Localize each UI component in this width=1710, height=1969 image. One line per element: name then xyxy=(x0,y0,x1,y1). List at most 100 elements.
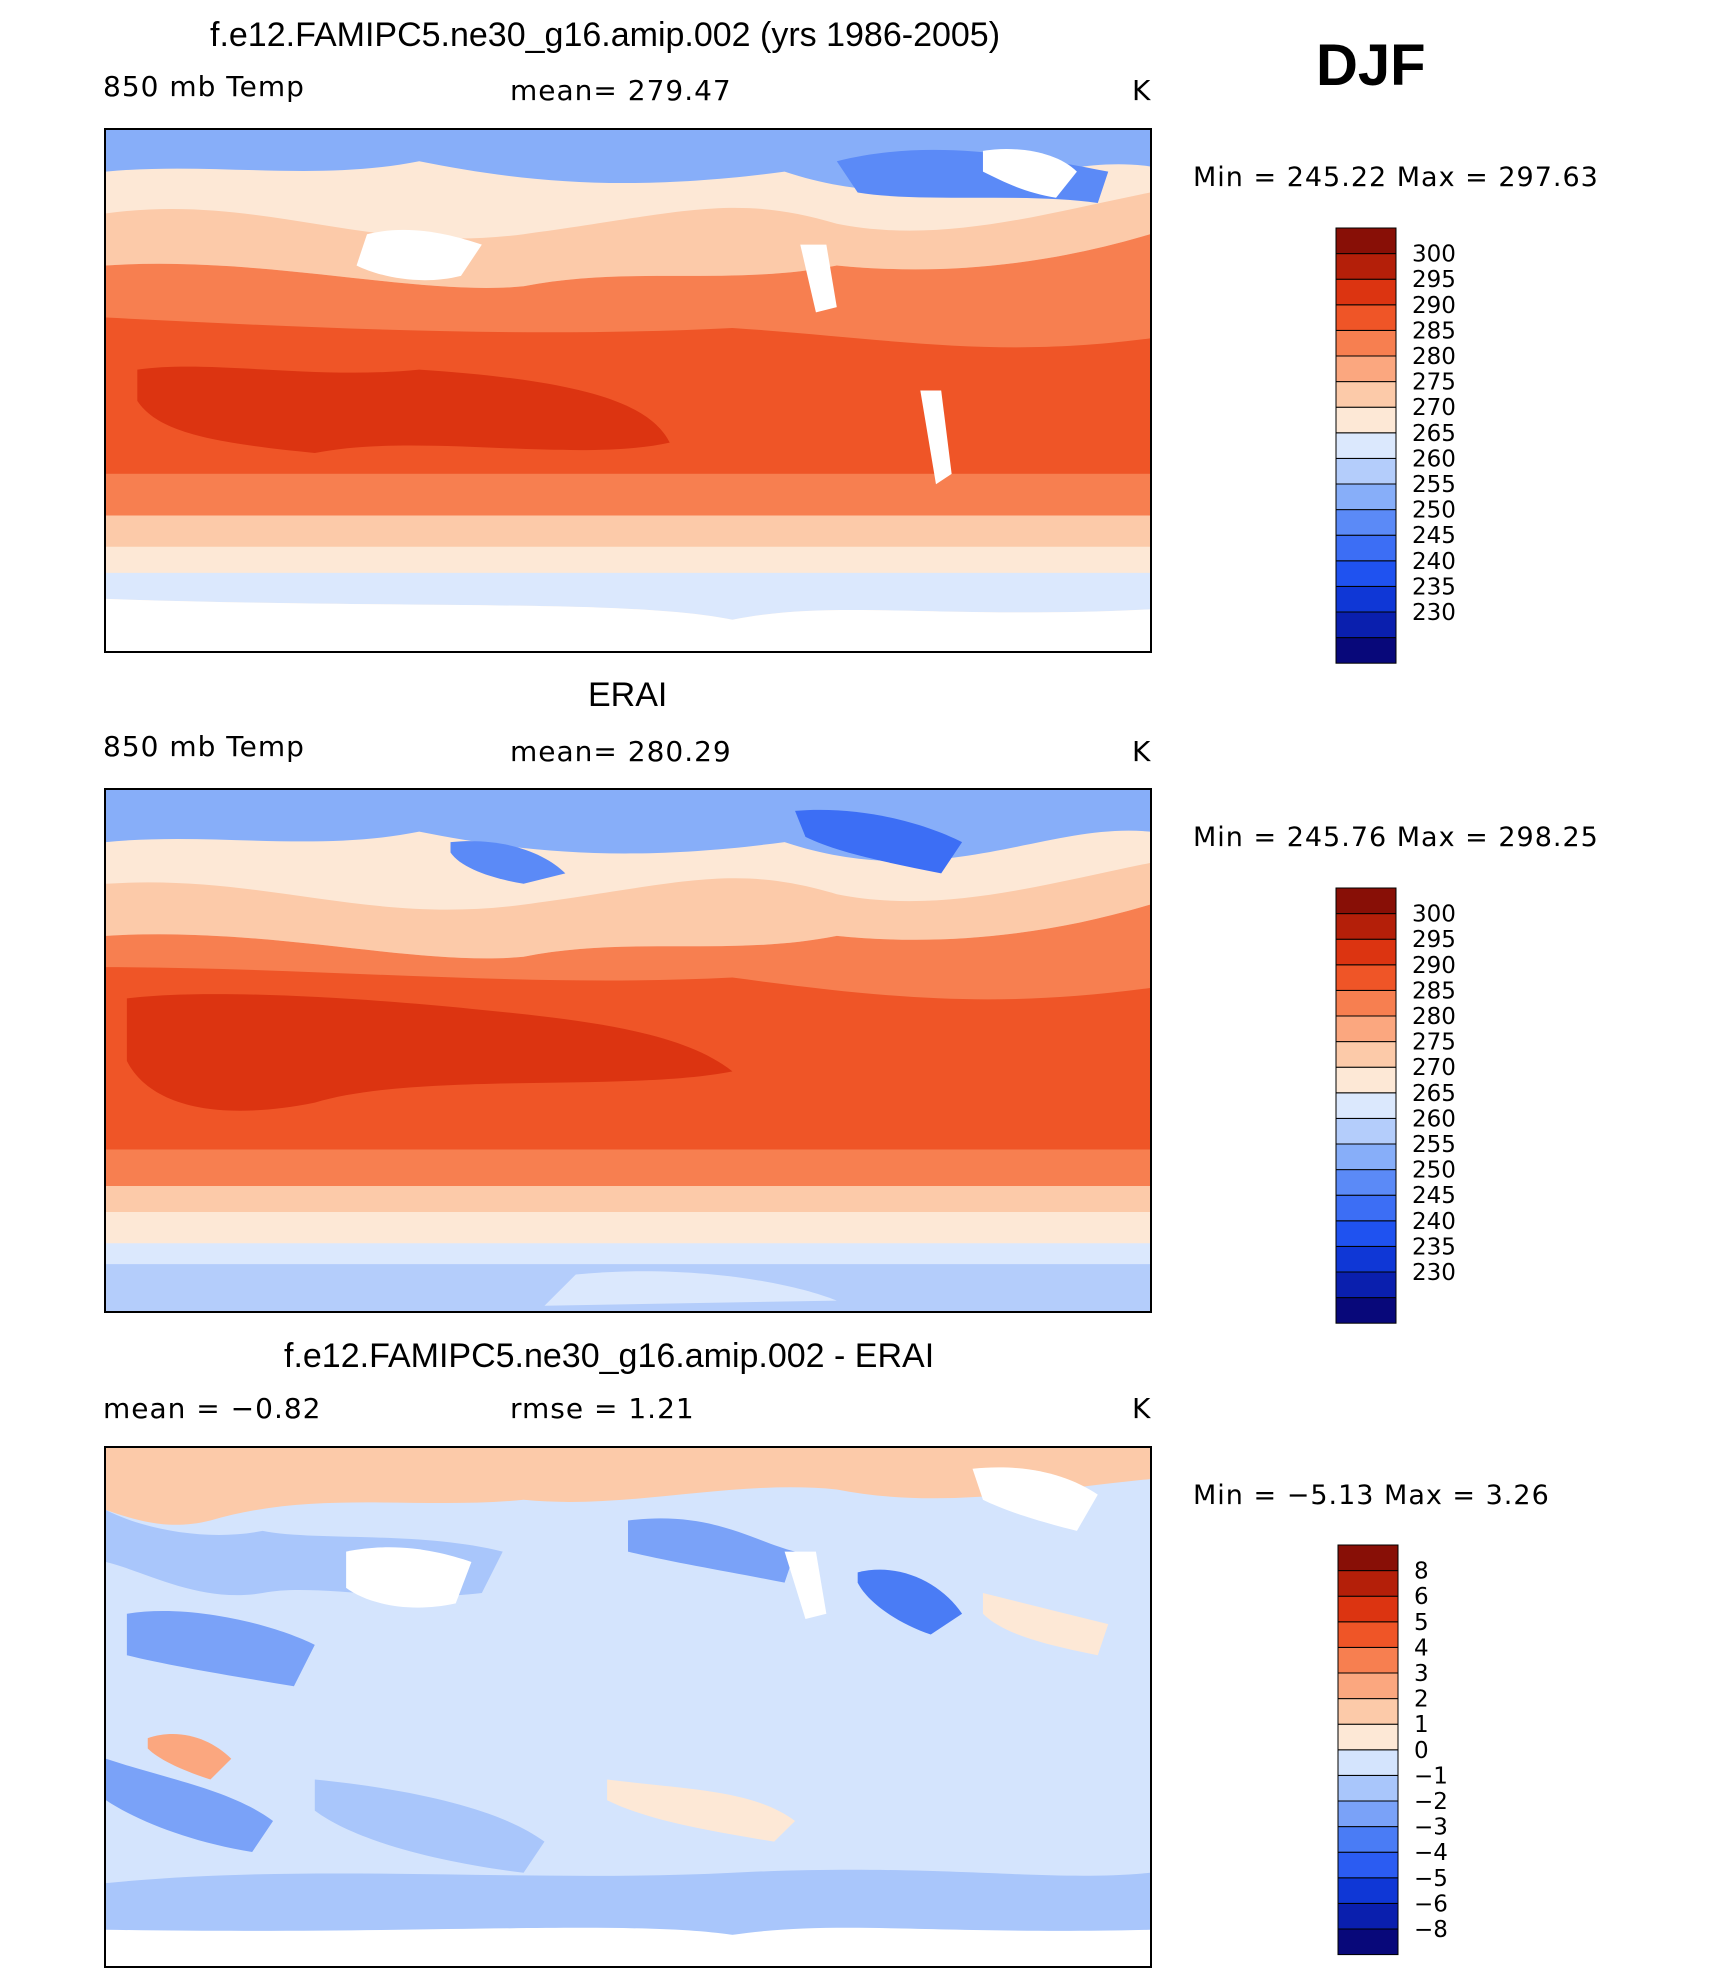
panel-1-colorbar: 300 295 290 285 280 275 270 265 260 255 250 245 240 2… xyxy=(1335,227,1536,664)
colorbar-2-box-2 xyxy=(1335,1245,1397,1273)
panel-3-map-field xyxy=(106,1448,1150,1966)
panel-3-minmax: Min = −5.13 Max = 3.26 xyxy=(1193,1480,1550,1511)
colorbar-1-label-3: 285 xyxy=(1412,318,1456,344)
panel-3-mean-label: mean = −0.82 xyxy=(103,1392,322,1425)
panel-1-mean-label: mean= 279.47 xyxy=(510,74,732,107)
colorbar-1-label-6: 270 xyxy=(1412,395,1456,421)
colorbar-1-label-0: 300 xyxy=(1412,242,1456,268)
panel-2-map xyxy=(104,788,1152,1313)
panel-3-colorbar: 8 6 5 4 3 2 1 0 −1 −2 −3 −4 −5 −6 −8 xyxy=(1337,1544,1538,1965)
colorbar-1-label-9: 255 xyxy=(1412,472,1456,498)
colorbar-3-label-11: −4 xyxy=(1414,1840,1448,1866)
colorbar-2-box-1 xyxy=(1335,1271,1397,1299)
colorbar-2-label-12: 240 xyxy=(1412,1209,1456,1235)
panel-2-minmax: Min = 245.76 Max = 298.25 xyxy=(1193,822,1599,853)
colorbar-1-label-14: 230 xyxy=(1412,600,1456,626)
colorbar-3-box-12 xyxy=(1337,1621,1399,1648)
panel-2-variable-label: 850 mb Temp xyxy=(103,730,305,763)
colorbar-3-box-9 xyxy=(1337,1698,1399,1725)
panel-1-title: f.e12.FAMIPC5.ne30_g16.amip.002 (yrs 198… xyxy=(210,16,1001,54)
colorbar-1-label-1: 295 xyxy=(1412,267,1456,293)
colorbar-3-box-2 xyxy=(1337,1877,1399,1904)
colorbar-3-label-7: 0 xyxy=(1414,1738,1429,1764)
colorbar-1-box-14 xyxy=(1335,278,1397,306)
colorbar-2-label-9: 255 xyxy=(1412,1132,1456,1158)
colorbar-2-box-15 xyxy=(1335,913,1397,940)
colorbar-3-label-14: −8 xyxy=(1414,1917,1448,1943)
colorbar-2-label-13: 235 xyxy=(1412,1234,1456,1260)
colorbar-2-label-0: 300 xyxy=(1412,902,1456,928)
colorbar-3-label-3: 4 xyxy=(1414,1635,1429,1661)
colorbar-1-box-1 xyxy=(1335,611,1397,639)
colorbar-1-box-3 xyxy=(1335,560,1397,587)
colorbar-2-box-6 xyxy=(1335,1143,1397,1171)
colorbar-3-box-0 xyxy=(1337,1928,1399,1956)
colorbar-2-box-9 xyxy=(1335,1066,1397,1094)
panel-2-title: ERAI xyxy=(588,676,668,714)
colorbar-2-box-11 xyxy=(1335,1015,1397,1043)
panel-3-map xyxy=(104,1446,1152,1968)
colorbar-1-label-8: 260 xyxy=(1412,446,1456,472)
colorbar-2-label-7: 265 xyxy=(1412,1081,1456,1107)
colorbar-3-box-5 xyxy=(1337,1800,1399,1828)
colorbar-2-label-10: 250 xyxy=(1412,1158,1456,1184)
colorbar-2-box-14 xyxy=(1335,938,1397,966)
colorbar-1-box-9 xyxy=(1335,406,1397,434)
colorbar-1-box-4 xyxy=(1335,534,1397,562)
panel-2-units-label: K xyxy=(1132,735,1152,768)
colorbar-1-box-10 xyxy=(1335,381,1397,408)
colorbar-3-label-0: 8 xyxy=(1414,1559,1429,1585)
colorbar-3-label-2: 5 xyxy=(1414,1610,1429,1636)
colorbar-3-label-6: 1 xyxy=(1414,1712,1429,1738)
colorbar-3-box-13 xyxy=(1337,1595,1399,1623)
colorbar-3-box-7 xyxy=(1337,1749,1399,1776)
panel-1-minmax: Min = 245.22 Max = 297.63 xyxy=(1193,162,1599,193)
panel-2-colorbar: 300 295 290 285 280 275 270 265 260 255 250 245 240 2… xyxy=(1335,887,1536,1324)
colorbar-1-label-12: 240 xyxy=(1412,549,1456,575)
colorbar-2-box-10 xyxy=(1335,1041,1397,1068)
colorbar-3-box-14 xyxy=(1337,1570,1399,1597)
panel-2-colorbar-graphic: 3002952902852802752702652602552502452402… xyxy=(1335,887,1456,1324)
colorbar-3-box-6 xyxy=(1337,1774,1399,1802)
colorbar-2-label-11: 245 xyxy=(1412,1183,1456,1209)
colorbar-1-box-13 xyxy=(1335,304,1397,331)
colorbar-3-label-4: 3 xyxy=(1414,1661,1429,1687)
colorbar-3-label-1: 6 xyxy=(1414,1584,1429,1610)
colorbar-2-label-8: 260 xyxy=(1412,1106,1456,1132)
season-label: DJF xyxy=(1316,33,1426,98)
colorbar-2-label-6: 270 xyxy=(1412,1055,1456,1081)
colorbar-3-label-13: −6 xyxy=(1414,1891,1448,1917)
panel-1-map-field xyxy=(106,130,1150,651)
colorbar-1-box-7 xyxy=(1335,457,1397,485)
colorbar-2-label-2: 290 xyxy=(1412,953,1456,979)
colorbar-3-box-11 xyxy=(1337,1646,1399,1674)
panel-2-map-field xyxy=(106,790,1150,1311)
colorbar-1-box-5 xyxy=(1335,509,1397,536)
colorbar-1-box-15 xyxy=(1335,253,1397,280)
panel-3-units-label: K xyxy=(1132,1392,1152,1425)
panel-1-colorbar-graphic: 3002952902852802752702652602552502452402… xyxy=(1335,227,1456,664)
colorbar-3-box-15 xyxy=(1337,1544,1399,1572)
colorbar-1-box-2 xyxy=(1335,585,1397,613)
colorbar-3-box-3 xyxy=(1337,1851,1399,1879)
colorbar-3-label-8: −1 xyxy=(1414,1763,1448,1789)
colorbar-2-label-1: 295 xyxy=(1412,927,1456,953)
colorbar-1-box-11 xyxy=(1335,355,1397,383)
colorbar-1-label-10: 250 xyxy=(1412,498,1456,524)
colorbar-2-box-12 xyxy=(1335,989,1397,1017)
colorbar-1-label-5: 275 xyxy=(1412,370,1456,396)
colorbar-2-label-4: 280 xyxy=(1412,1004,1456,1030)
colorbar-3-box-1 xyxy=(1337,1902,1399,1930)
panel-1-variable-label: 850 mb Temp xyxy=(103,70,305,103)
colorbar-2-label-3: 285 xyxy=(1412,978,1456,1004)
colorbar-2-box-8 xyxy=(1335,1092,1397,1119)
panel-3-rmse-label: rmse = 1.21 xyxy=(510,1392,695,1425)
panel-2-mean-label: mean= 280.29 xyxy=(510,735,732,768)
colorbar-2-box-16 xyxy=(1335,887,1397,915)
colorbar-2-label-14: 230 xyxy=(1412,1260,1456,1286)
colorbar-3-label-9: −2 xyxy=(1414,1789,1448,1815)
panel-3-title: f.e12.FAMIPC5.ne30_g16.amip.002 - ERAI xyxy=(284,1337,935,1375)
colorbar-2-box-7 xyxy=(1335,1117,1397,1145)
colorbar-2-box-0 xyxy=(1335,1297,1397,1324)
colorbar-3-label-10: −3 xyxy=(1414,1815,1448,1841)
